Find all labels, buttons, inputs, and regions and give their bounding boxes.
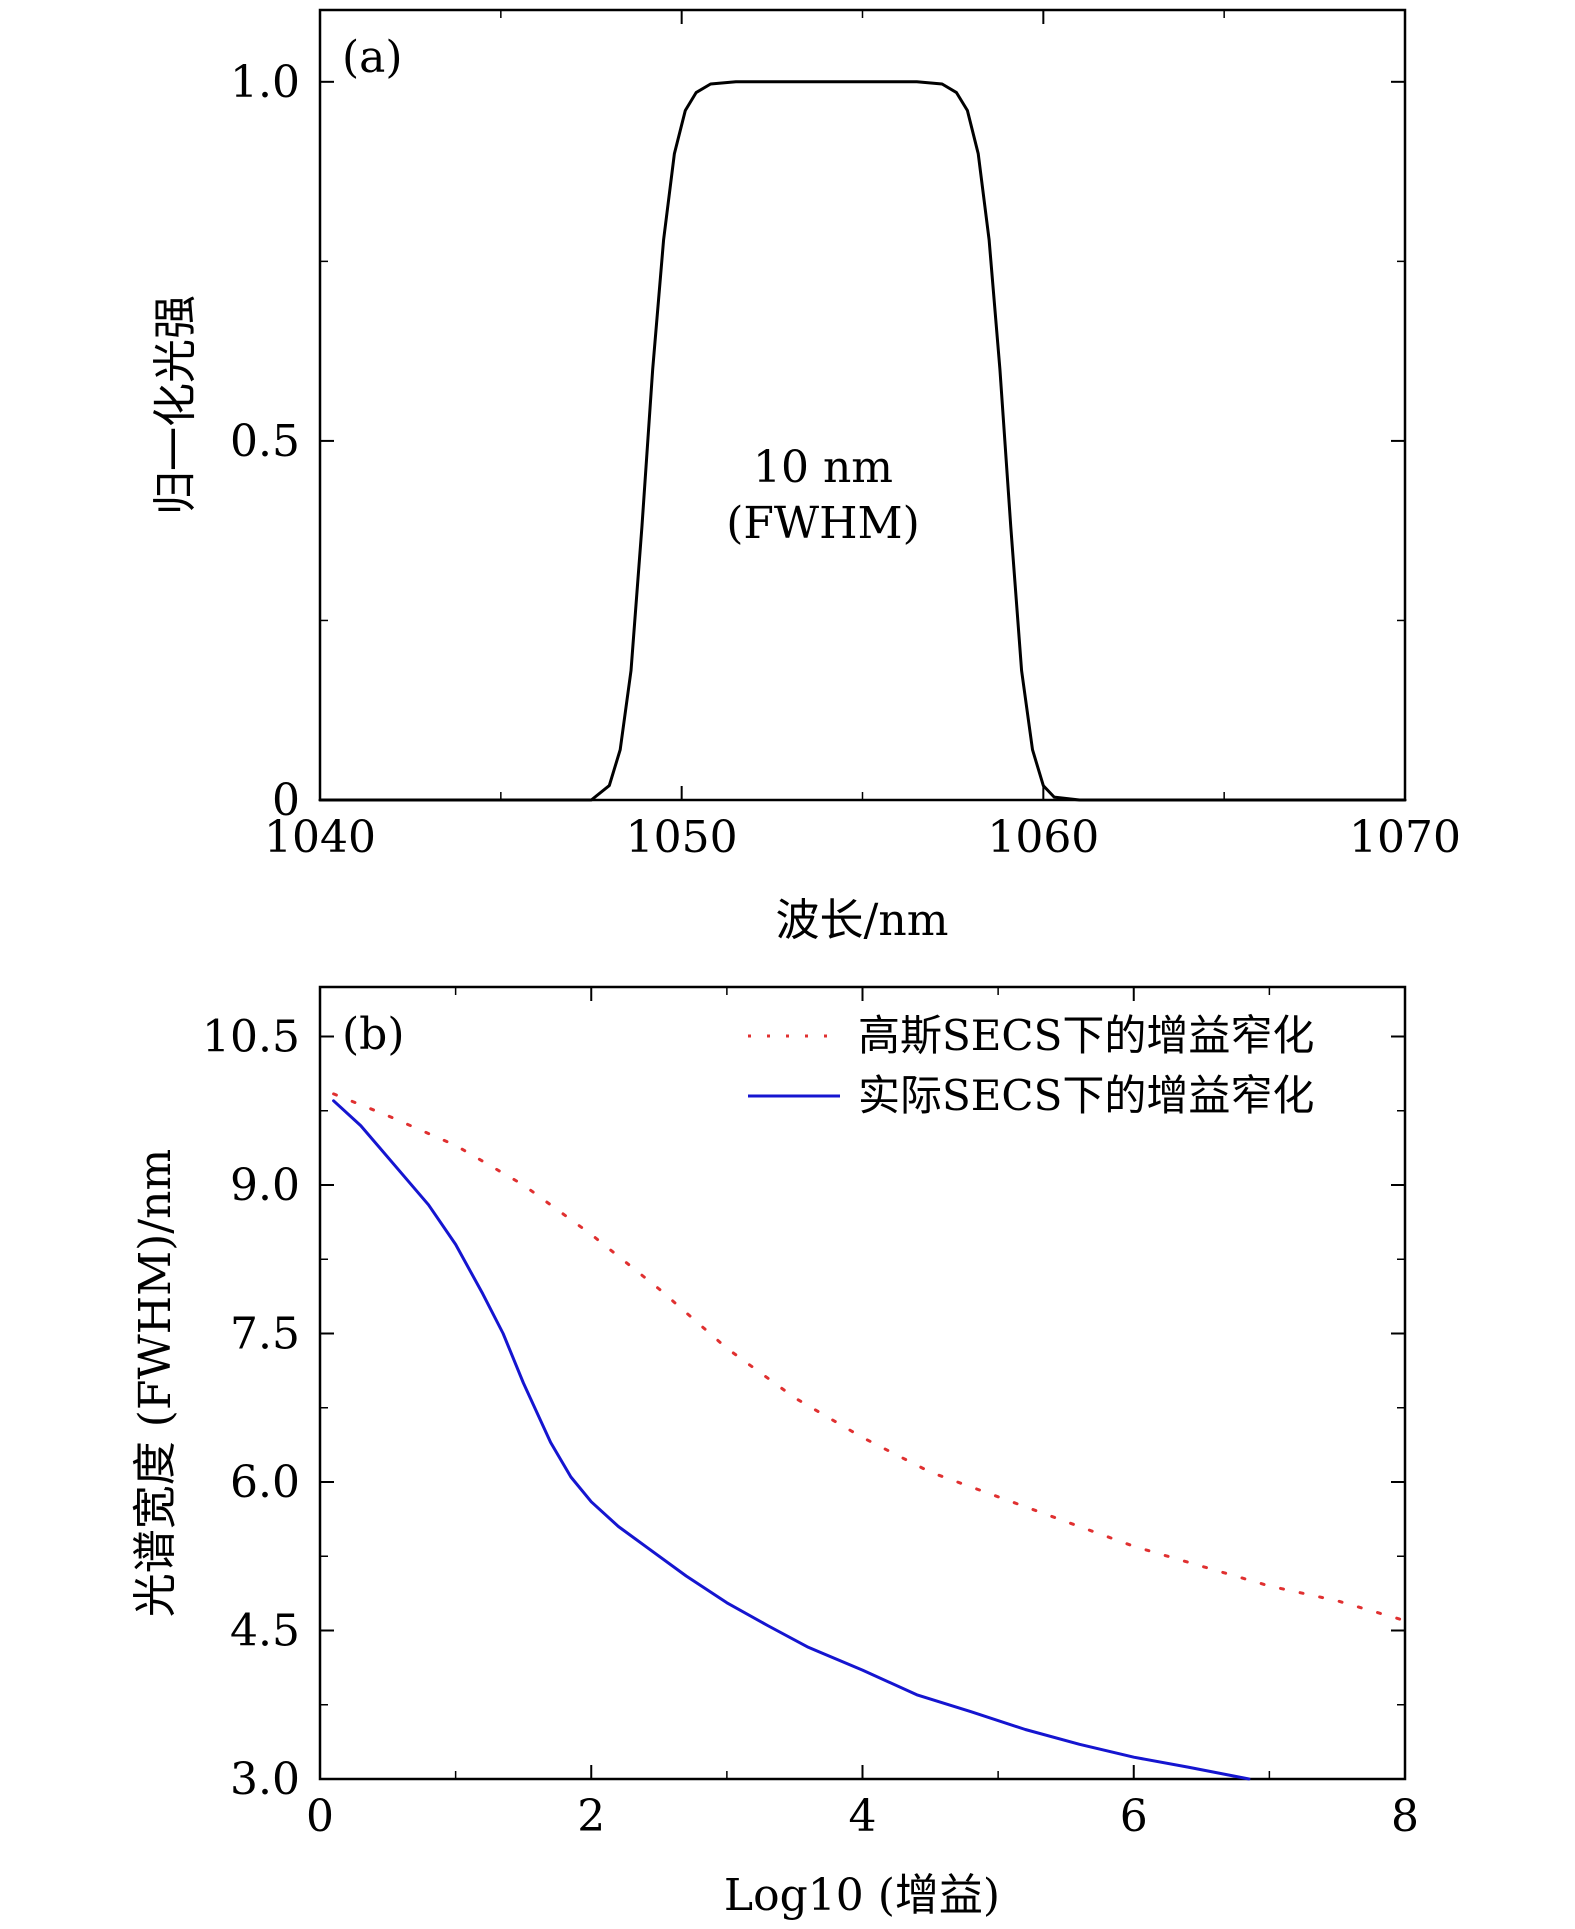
panel-b-x-tick-label: 0 — [306, 1791, 334, 1842]
legend-label-gaussian: 高斯SECS下的增益窄化 — [858, 1011, 1314, 1060]
panel-a-x-axis-label: 波长/nm — [776, 895, 949, 946]
panel-a-series-line-0 — [318, 80, 1407, 802]
panel-a-annotation-line2: (FWHM) — [726, 498, 920, 549]
panel-a-x-tick-label: 1060 — [987, 812, 1099, 863]
panel-a: 1040 1050 1060 1070 0 0.5 1.0 (a) 10 nm (FWHM… — [150, 8, 1461, 946]
panel-b-y-tick-label: 10.5 — [202, 1012, 300, 1063]
panel-b-y-ticks: 3.0 4.5 6.0 7.5 9.0 10.5 — [202, 1012, 1405, 1805]
panel-a-y-ticks: 0 0.5 1.0 — [230, 57, 1405, 826]
panel-b-y-tick-label: 4.5 — [230, 1606, 300, 1657]
panel-a-x-ticks: 1040 1050 1060 1070 — [264, 10, 1461, 863]
panel-b-y-tick-label: 7.5 — [230, 1309, 300, 1360]
panel-a-label: (a) — [342, 32, 403, 83]
panel-b-x-tick-label: 4 — [849, 1791, 877, 1842]
panel-a-y-tick-label: 1.0 — [230, 57, 300, 108]
panel-b-x-tick-label: 6 — [1120, 1791, 1148, 1842]
panel-b-x-tick-label: 8 — [1391, 1791, 1419, 1842]
panel-a-y-tick-label: 0 — [272, 775, 300, 826]
panel-b-series-line-1 — [332, 1099, 1251, 1781]
panel-a-frame — [318, 8, 1407, 802]
panel-b-series-line-0 — [332, 1092, 1407, 1623]
panel-b-y-tick-label: 6.0 — [230, 1457, 300, 1508]
panel-b-y-tick-label: 9.0 — [230, 1160, 300, 1211]
panel-a-series — [318, 80, 1407, 802]
panel-a-x-tick-label: 1040 — [264, 812, 376, 863]
legend: 高斯SECS下的增益窄化 实际SECS下的增益窄化 — [748, 1011, 1314, 1120]
panel-a-x-tick-label: 1050 — [626, 812, 738, 863]
panel-b-x-tick-label: 2 — [577, 1791, 605, 1842]
legend-label-actual: 实际SECS下的增益窄化 — [858, 1071, 1314, 1120]
panel-b-series — [332, 1092, 1407, 1781]
panel-b-x-ticks: 0 2 4 6 8 — [306, 987, 1419, 1842]
panel-b-x-axis-label: Log10 (增益) — [724, 1870, 1000, 1921]
panel-a-y-axis-label: 归一化光强 — [150, 295, 201, 515]
panel-b-label: (b) — [342, 1009, 405, 1060]
panel-b-y-axis-label: 光谱宽度 (FWHM)/nm — [130, 1149, 181, 1617]
panel-b-y-tick-label: 3.0 — [230, 1754, 300, 1805]
panel-a-annotation-line1: 10 nm — [753, 442, 893, 493]
panel-a-y-tick-label: 0.5 — [230, 416, 300, 467]
panel-b: 0 2 4 6 8 3.0 4.5 6.0 7.5 9.0 10.5 (b) 高斯SECS下的增益… — [130, 985, 1419, 1921]
panel-a-x-tick-label: 1070 — [1349, 812, 1461, 863]
